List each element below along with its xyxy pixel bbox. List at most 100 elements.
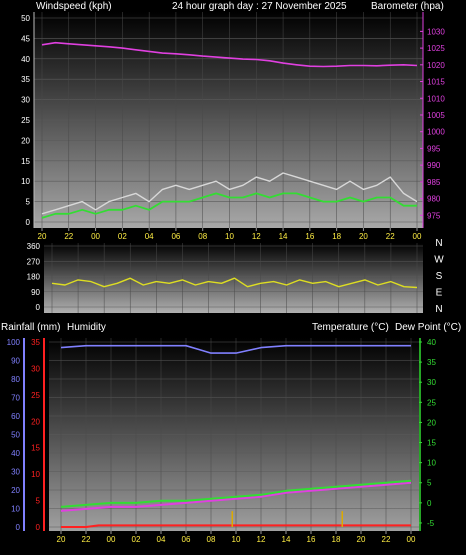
humidity-tick-label: 30	[11, 468, 20, 477]
rainfall-tick-label: 20	[31, 417, 40, 426]
humidity-title: Humidity	[67, 322, 106, 333]
temperature-tick-label: 20	[427, 418, 436, 427]
x-tick-label: 16	[305, 232, 314, 241]
barometer-right-axis: 975 980 985 990 995 1000 1005 1010 1015 1020 1025 1…	[420, 12, 445, 228]
wind-tick-label: 0	[26, 218, 31, 227]
direction-tick-label: 360	[27, 242, 41, 251]
wind-tick-label: 20	[21, 136, 30, 145]
rainfall-tick-label: 5	[36, 497, 41, 506]
x-tick-label: 04	[157, 535, 166, 544]
direction-grid	[44, 243, 423, 313]
x-tick-label: 00	[413, 232, 422, 241]
lower-grid	[49, 338, 419, 531]
x-tick-label: 18	[332, 232, 341, 241]
wind-average-line	[41, 192, 417, 219]
compass-label: N	[435, 238, 442, 249]
barometer-tick-label: 995	[427, 144, 441, 153]
humidity-tick-label: 90	[11, 357, 20, 366]
windspeed-title: Windspeed (kph)	[36, 1, 112, 12]
direction-degree-axis: 0 90 180 270 360	[27, 242, 41, 312]
barometer-tick-label: 975	[427, 211, 441, 220]
temperature-tick-label: 0	[427, 499, 432, 508]
x-tick-label: 02	[132, 535, 141, 544]
compass-label: E	[436, 288, 443, 299]
x-tick-label: 12	[252, 232, 261, 241]
temperature-tick-label: 15	[427, 439, 436, 448]
temperature-title: Temperature (°C)	[312, 322, 389, 333]
direction-tick-label: 90	[31, 288, 40, 297]
barometer-title: Barometer (hpa)	[371, 1, 444, 12]
temperature-axis: -5 0 5 10 15 20 25 30 35 40	[419, 338, 436, 531]
wind-x-axis: 20 22 00 02 04 06 08 10 12 14 16 18 20 22 00	[38, 228, 422, 241]
lower-x-axis: 20 22 00 02 04 06 08 10 12 14 16 18 20 22 00	[57, 531, 416, 544]
x-tick-label: 00	[91, 232, 100, 241]
compass-label: S	[436, 271, 443, 282]
compass-label: N	[435, 304, 442, 315]
x-tick-label: 20	[359, 232, 368, 241]
temperature-tick-label: 40	[427, 338, 436, 347]
temperature-tick-label: 5	[427, 479, 432, 488]
humidity-tick-label: 100	[7, 338, 21, 347]
wind-tick-label: 45	[21, 34, 30, 43]
wind-tick-label: 50	[21, 14, 30, 23]
direction-tick-label: 0	[36, 303, 41, 312]
humidity-tick-label: 50	[11, 431, 20, 440]
x-tick-label: 14	[282, 535, 291, 544]
rainfall-tick-label: 25	[31, 391, 40, 400]
barometer-tick-label: 980	[427, 195, 441, 204]
x-tick-label: 22	[386, 232, 395, 241]
direction-series	[51, 277, 418, 289]
compass-label: W	[434, 255, 444, 266]
rainfall-title: Rainfall (mm)	[1, 322, 60, 333]
temperature-tick-label: 25	[427, 398, 436, 407]
direction-tick-label: 270	[27, 257, 41, 266]
x-tick-label: 08	[198, 232, 207, 241]
rainfall-axis: 0 5 10 15 20 25 30 35	[31, 338, 45, 532]
humidity-tick-label: 80	[11, 375, 20, 384]
x-tick-label: 12	[257, 535, 266, 544]
rainfall-tick-label: 30	[31, 364, 40, 373]
x-tick-label: 10	[232, 535, 241, 544]
wind-tick-label: 25	[21, 116, 30, 125]
rainfall-tick-label: 15	[31, 444, 40, 453]
x-tick-label: 14	[279, 232, 288, 241]
barometer-tick-label: 1025	[427, 44, 445, 53]
x-tick-label: 02	[118, 232, 127, 241]
x-tick-label: 20	[57, 535, 66, 544]
rainfall-tick-label: 10	[31, 470, 40, 479]
x-tick-label: 04	[145, 232, 154, 241]
humidity-tick-label: 20	[11, 486, 20, 495]
dewpoint-title: Dew Point (°C)	[395, 322, 461, 333]
lower-series	[60, 344, 412, 528]
wind-series	[41, 41, 418, 219]
barometer-tick-label: 1010	[427, 94, 445, 103]
wind-grid	[34, 12, 423, 228]
x-tick-label: 16	[307, 535, 316, 544]
wind-tick-label: 5	[26, 198, 31, 207]
x-tick-label: 00	[407, 535, 416, 544]
x-tick-label: 10	[225, 232, 234, 241]
barometer-line	[41, 41, 418, 68]
rainfall-tick-label: 0	[36, 523, 41, 532]
dewpoint-line	[60, 481, 412, 512]
humidity-tick-label: 0	[16, 523, 21, 532]
humidity-tick-label: 60	[11, 412, 20, 421]
wind-tick-label: 30	[21, 96, 30, 105]
wind-tick-label: 15	[21, 157, 30, 166]
x-tick-label: 06	[182, 535, 191, 544]
barometer-tick-label: 1005	[427, 111, 445, 120]
barometer-tick-label: 1020	[427, 61, 445, 70]
graph-date-title: 24 hour graph day : 27 November 2025	[172, 1, 347, 12]
wind-left-axis: 0 5 10 15 20 25 30 35 40 45 50	[21, 12, 35, 228]
barometer-tick-label: 985	[427, 178, 441, 187]
barometer-tick-label: 990	[427, 161, 441, 170]
temperature-tick-label: 35	[427, 358, 436, 367]
x-tick-label: 06	[171, 232, 180, 241]
x-tick-label: 22	[82, 535, 91, 544]
barometer-tick-label: 1000	[427, 128, 445, 137]
x-tick-label: 18	[332, 535, 341, 544]
direction-tick-label: 180	[27, 273, 41, 282]
x-tick-label: 22	[382, 535, 391, 544]
